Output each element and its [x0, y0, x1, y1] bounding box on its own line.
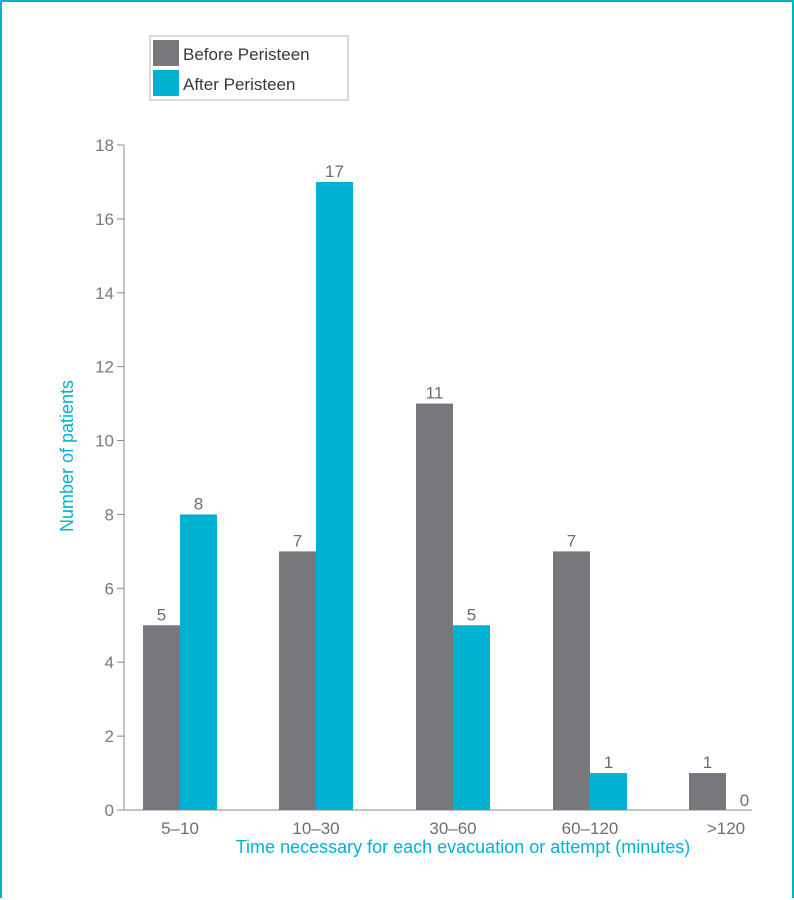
bar-value-label: 17 [325, 162, 344, 181]
legend-swatch [153, 70, 179, 96]
y-tick-label: 4 [105, 653, 114, 672]
bar-value-label: 1 [604, 753, 613, 772]
bar-value-label: 8 [194, 494, 203, 513]
bar [279, 551, 316, 810]
bar-value-label: 11 [426, 384, 444, 403]
bar [689, 773, 726, 810]
x-tick-label: >120 [707, 819, 745, 838]
bar [416, 403, 453, 810]
legend-swatch [153, 40, 179, 66]
y-tick-label: 10 [95, 432, 114, 451]
x-tick-label: 10–30 [292, 819, 339, 838]
y-axis: 0 2 4 6 8 10 12 14 16 18 [95, 136, 125, 820]
bar-value-label: 7 [293, 531, 302, 550]
bar-value-label: 5 [467, 605, 476, 624]
bar [590, 773, 627, 810]
bar [143, 625, 180, 810]
x-tick-label: 30–60 [429, 819, 476, 838]
x-axis: 5–10 10–30 30–60 60–120 >120 [124, 809, 752, 838]
legend-box [149, 35, 349, 101]
y-axis-title: Number of patients [57, 380, 77, 532]
legend-label: Before Peristeen [183, 45, 310, 64]
legend-label: After Peristeen [183, 75, 295, 94]
bar [453, 625, 490, 810]
y-tick-label: 0 [105, 801, 114, 820]
y-tick-label: 16 [95, 210, 114, 229]
y-tick-label: 8 [105, 505, 114, 524]
bar [553, 551, 590, 810]
x-tick-label: 60–120 [562, 819, 619, 838]
x-axis-title: Time necessary for each evacuation or at… [236, 837, 691, 857]
y-tick-label: 14 [95, 284, 114, 303]
legend: Before Peristeen After Peristeen [149, 35, 349, 101]
y-tick-label: 12 [95, 358, 114, 377]
bar-value-label: 5 [157, 605, 166, 624]
y-tick-label: 6 [105, 579, 114, 598]
bar [180, 514, 217, 810]
bar-value-label: 0 [740, 791, 749, 810]
x-tick-label: 5–10 [161, 819, 199, 838]
bar-value-label: 1 [703, 753, 712, 772]
bar-value-label: 7 [567, 531, 576, 550]
bar [316, 181, 353, 810]
y-tick-label: 2 [105, 727, 114, 746]
y-tick-label: 18 [95, 136, 114, 155]
